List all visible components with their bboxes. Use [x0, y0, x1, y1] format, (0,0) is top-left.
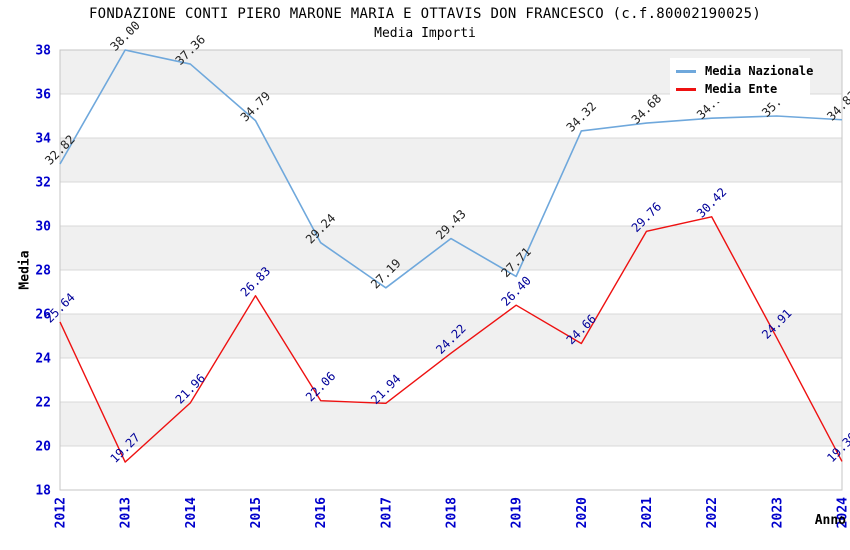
y-tick-label: 18 [35, 484, 51, 499]
grid-band [60, 402, 842, 446]
grid-band [60, 446, 842, 490]
x-tick-label: 2018 [445, 497, 460, 528]
x-tick-label: 2023 [770, 497, 785, 528]
grid-band [60, 182, 842, 226]
grid-band [60, 226, 842, 270]
y-tick-label: 36 [35, 88, 51, 103]
plot-border [59, 49, 843, 491]
chart-title: FONDAZIONE CONTI PIERO MARONE MARIA E OT… [88, 6, 762, 22]
x-tick-label: 2022 [705, 497, 720, 528]
y-tick-label: 22 [35, 396, 51, 411]
x-tick-label: 2012 [54, 497, 69, 528]
y-tick-label: 26 [35, 308, 51, 323]
y-tick-label: 38 [35, 44, 51, 59]
legend-swatch-ente [676, 87, 696, 91]
y-tick-label: 28 [35, 264, 51, 279]
series-line-ente [59, 216, 843, 463]
y-tick-label: 20 [35, 440, 51, 455]
y-tick-label: 32 [35, 176, 51, 191]
x-tick-label: 2024 [836, 497, 850, 528]
legend-item-nazionale: Media Nazionale [676, 64, 813, 78]
legend-label: Media Ente [705, 82, 778, 96]
x-tick-label: 2014 [184, 497, 199, 528]
x-tick-label: 2020 [575, 497, 590, 528]
legend: Media Nazionale Media Ente [670, 58, 813, 102]
grid-band [60, 138, 842, 182]
x-tick-label: 2017 [379, 497, 394, 528]
x-tick-label: 2015 [249, 497, 264, 528]
legend-label: Media Nazionale [705, 64, 814, 78]
grid-band [60, 270, 842, 314]
legend-item-ente: Media Ente [676, 82, 804, 96]
x-axis-title: Anno [814, 513, 846, 528]
y-axis-title: Media [17, 250, 33, 290]
series-line-nazionale [59, 49, 843, 289]
legend-swatch-nazionale [676, 69, 696, 73]
x-tick-label: 2013 [119, 497, 134, 528]
chart-subtitle: Media Importi [374, 26, 476, 41]
grid-band [60, 358, 842, 402]
x-tick-label: 2016 [314, 497, 329, 528]
y-tick-label: 24 [35, 352, 51, 367]
y-tick-label: 34 [35, 132, 51, 147]
x-tick-label: 2021 [640, 497, 655, 528]
grid-band [60, 314, 842, 358]
x-tick-label: 2019 [510, 497, 525, 528]
y-tick-label: 30 [35, 220, 51, 235]
